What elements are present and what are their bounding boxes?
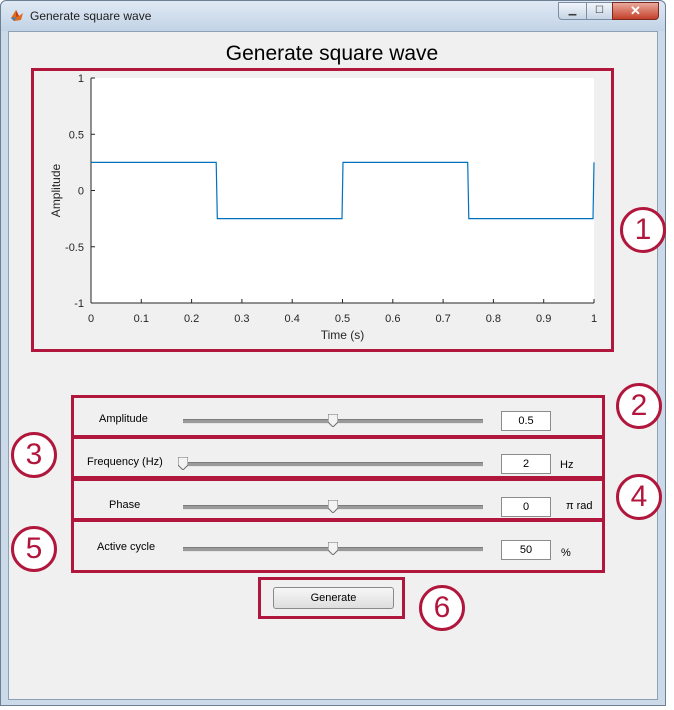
figure-title: Generate square wave: [225, 42, 439, 65]
frequency-slider-track[interactable]: [183, 462, 483, 467]
minimize-button[interactable]: ▁: [558, 2, 587, 20]
maximize-button[interactable]: ☐: [586, 2, 613, 20]
active-cycle-unit: %: [561, 547, 571, 559]
phase-input[interactable]: 0: [501, 497, 551, 517]
amplitude-label: Amplitude: [99, 413, 148, 425]
callout-box-frequency: [71, 436, 605, 479]
phase-label: Phase: [109, 499, 141, 511]
close-icon: ✕: [630, 3, 641, 18]
callout-box-amplitude: [71, 395, 605, 438]
callout-box-phase: [71, 478, 605, 521]
callout-number-2: 2: [616, 383, 662, 429]
active-cycle-slider-thumb[interactable]: [328, 542, 338, 555]
matlab-icon: [11, 10, 23, 21]
amplitude-slider-thumb[interactable]: [328, 414, 338, 427]
maximize-icon: ☐: [595, 5, 604, 16]
frequency-input[interactable]: 2: [501, 454, 551, 474]
callout-number-3: 3: [11, 432, 57, 478]
frequency-label: Frequency (Hz): [87, 456, 163, 468]
callout-number-4: 4: [616, 474, 662, 520]
callout-box-generate: [258, 577, 405, 619]
frequency-unit: Hz: [560, 459, 574, 471]
callout-number-1: 1: [620, 207, 666, 253]
generate-button[interactable]: Generate: [273, 587, 394, 609]
active-cycle-input[interactable]: 50: [501, 540, 551, 560]
callout-number-5: 5: [11, 526, 57, 572]
active-cycle-label: Active cycle: [97, 541, 156, 553]
callout-number-6: 6: [419, 585, 465, 631]
callout-box-active-cycle: [71, 519, 605, 573]
close-button[interactable]: ✕: [612, 2, 659, 20]
amplitude-input[interactable]: 0.5: [501, 411, 551, 431]
window-title: Generate square wave: [30, 9, 152, 23]
phase-unit: π rad: [566, 500, 593, 512]
phase-slider-thumb[interactable]: [328, 500, 338, 513]
frequency-slider-thumb[interactable]: [178, 457, 188, 470]
callout-box-plot: [31, 68, 614, 352]
title-bar[interactable]: Generate square wave ▁ ☐ ✕: [1, 1, 665, 31]
minimize-icon: ▁: [568, 5, 577, 16]
